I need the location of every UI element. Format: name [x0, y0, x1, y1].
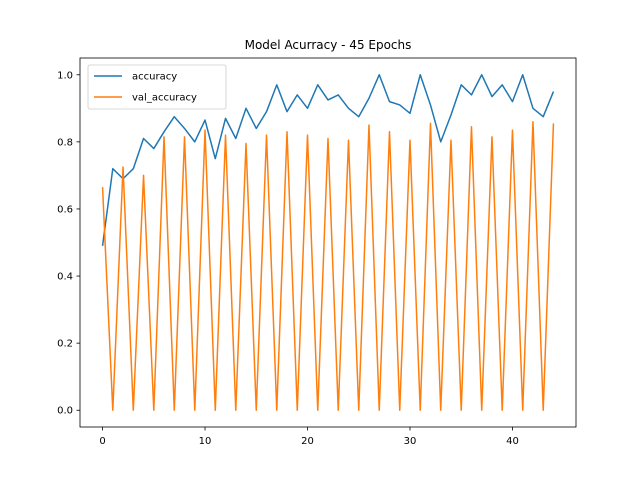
y-tick-label: 0.6 — [57, 204, 73, 215]
series-line-val-accuracy — [101, 120, 555, 411]
legend-label-accuracy: accuracy — [132, 72, 177, 83]
chart-title: Model Acurracy - 45 Epochs — [245, 38, 412, 52]
legend-label-val-accuracy: val_accuracy — [132, 93, 197, 104]
x-tick-label: 10 — [199, 436, 212, 447]
x-tick-label: 30 — [404, 436, 417, 447]
y-tick-label: 0.2 — [57, 339, 73, 350]
y-tick-label: 0.8 — [57, 137, 73, 148]
x-tick-label: 40 — [506, 436, 519, 447]
x-axis-ticks: 0 10 20 30 40 — [99, 427, 519, 447]
legend-box — [87, 64, 227, 110]
y-axis-ticks: 0.0 0.2 0.4 0.6 0.8 1.0 — [57, 70, 80, 417]
series-line-accuracy — [101, 74, 555, 246]
series-layer — [101, 74, 555, 411]
legend: accuracy val_accuracy — [87, 64, 227, 110]
x-tick-label: 0 — [99, 436, 105, 447]
y-tick-label: 0.0 — [57, 406, 73, 417]
y-tick-label: 0.4 — [57, 272, 73, 283]
y-tick-label: 1.0 — [57, 70, 73, 81]
x-tick-label: 20 — [301, 436, 314, 447]
plot-frame — [79, 57, 577, 428]
